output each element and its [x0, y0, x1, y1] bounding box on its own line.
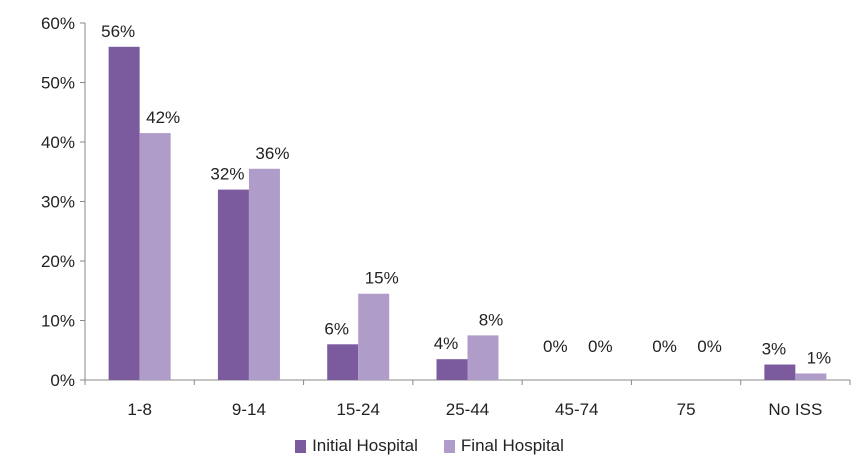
data-label-series-1: 0%: [543, 337, 568, 356]
x-tick-label: 75: [677, 400, 696, 419]
bar-series-1: [436, 359, 468, 380]
bar-series-2: [358, 293, 390, 380]
data-label-series-2: 36%: [255, 144, 289, 163]
x-tick-label: 15-24: [336, 400, 379, 419]
legend: Initial Hospital Final Hospital: [0, 434, 859, 458]
y-tick-label: 60%: [41, 14, 75, 33]
x-tick-label: 1-8: [127, 400, 152, 419]
data-label-series-1: 56%: [101, 22, 135, 41]
legend-swatch-series-1: [295, 439, 307, 453]
bar-chart: 0% 10% 20% 30% 40% 50% 60% 1-8 9-14 15-24 25-44 45…: [41, 14, 851, 419]
x-tick-label: 45-74: [555, 400, 598, 419]
bar-series-1: [327, 344, 359, 380]
legend-item-series-1: Initial Hospital: [295, 436, 418, 456]
data-label-series-2: 8%: [479, 310, 504, 329]
data-label-series-2: 0%: [588, 337, 613, 356]
y-tick-label: 0%: [50, 371, 75, 390]
y-tick-label: 10%: [41, 312, 75, 331]
data-label-series-2: 1%: [807, 348, 832, 367]
bar-series-2: [248, 168, 280, 380]
data-label-series-1: 6%: [324, 319, 349, 338]
y-tick-label: 40%: [41, 133, 75, 152]
legend-swatch-series-2: [443, 439, 455, 453]
y-tick-label: 20%: [41, 252, 75, 271]
legend-item-series-2: Final Hospital: [443, 436, 564, 456]
bar-series-2: [467, 335, 499, 380]
bar-series-1: [108, 46, 140, 381]
y-tick-label: 50%: [41, 74, 75, 93]
data-label-series-1: 4%: [434, 334, 459, 353]
bar-series-1: [764, 364, 796, 380]
data-label-series-2: 15%: [365, 269, 399, 288]
legend-label-series-1: Initial Hospital: [312, 436, 418, 455]
y-tick-label: 30%: [41, 193, 75, 212]
x-tick-label: No ISS: [768, 400, 822, 419]
bars-group: [108, 46, 827, 381]
x-tick-label: 9-14: [232, 400, 266, 419]
data-label-series-1: 3%: [762, 340, 787, 359]
bar-series-2: [795, 373, 827, 380]
bar-series-1: [217, 189, 249, 380]
x-axis: 1-8 9-14 15-24 25-44 45-74 75 No ISS: [84, 379, 851, 419]
data-labels-group: 56% 32% 6% 4% 0% 0% 3% 42% 36% 15% 8% 0% 0% 1%: [101, 22, 831, 368]
data-label-series-1: 0%: [652, 337, 677, 356]
data-label-series-1: 32%: [210, 165, 244, 184]
y-axis: 0% 10% 20% 30% 40% 50% 60%: [41, 14, 86, 390]
bar-series-2: [139, 133, 171, 380]
x-tick-label: 25-44: [446, 400, 489, 419]
data-label-series-2: 0%: [697, 337, 722, 356]
data-label-series-2: 42%: [146, 108, 180, 127]
legend-label-series-2: Final Hospital: [460, 436, 564, 455]
